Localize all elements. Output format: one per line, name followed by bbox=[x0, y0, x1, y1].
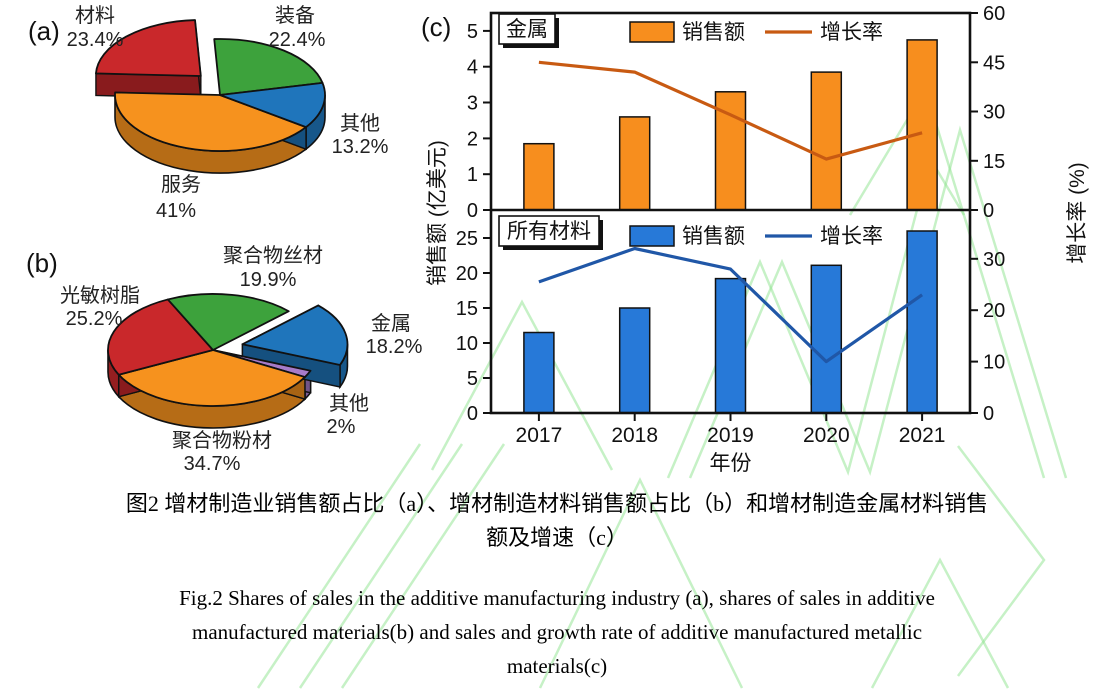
svg-text:10: 10 bbox=[983, 352, 1005, 374]
caption-english: Fig.2 Shares of sales in the additive ma… bbox=[0, 581, 1114, 683]
svg-text:3: 3 bbox=[467, 93, 478, 115]
pie-slice-label: 其他 bbox=[329, 392, 369, 415]
pie-slice-label: 聚合物丝材 bbox=[223, 244, 323, 267]
svg-text:2017: 2017 bbox=[516, 424, 563, 447]
pie-slice-value: 2% bbox=[327, 416, 356, 438]
pie-slice-label: 聚合物粉材 bbox=[172, 429, 272, 452]
pie-slice-value: 25.2% bbox=[66, 308, 123, 330]
pie-slice-value: 34.7% bbox=[184, 453, 241, 475]
caption-chinese: 图2 增材制造业销售额占比（a）、增材制造材料销售额占比（b）和增材制造金属材料… bbox=[0, 487, 1114, 555]
svg-text:0: 0 bbox=[467, 200, 478, 222]
legend-swatch bbox=[629, 21, 675, 43]
svg-text:2018: 2018 bbox=[611, 424, 658, 447]
line-series bbox=[538, 246, 924, 364]
legend-label-line: 增长率 bbox=[820, 225, 883, 248]
pie-slice-value: 19.9% bbox=[240, 269, 297, 291]
pie-slice bbox=[241, 304, 349, 366]
legend-swatch bbox=[629, 225, 675, 247]
svg-text:0: 0 bbox=[983, 200, 994, 222]
pie-slice-label: 光敏树脂 bbox=[60, 284, 140, 307]
bar bbox=[523, 142, 555, 211]
pie-slice-label: 金属 bbox=[371, 312, 411, 335]
pie-slice-value: 23.4% bbox=[67, 29, 124, 51]
bar bbox=[523, 331, 555, 414]
pie-slice bbox=[117, 349, 306, 407]
bar bbox=[618, 307, 651, 414]
bar bbox=[810, 71, 843, 211]
panel-letter-c: (c) bbox=[421, 12, 452, 42]
bar bbox=[906, 39, 938, 211]
svg-text:5: 5 bbox=[467, 21, 478, 43]
svg-text:0: 0 bbox=[467, 403, 478, 425]
svg-text:5: 5 bbox=[467, 368, 478, 390]
legend-label-line: 增长率 bbox=[820, 21, 883, 44]
svg-text:2021: 2021 bbox=[899, 424, 946, 447]
svg-text:30: 30 bbox=[983, 249, 1005, 271]
svg-text:60: 60 bbox=[983, 3, 1005, 25]
panel-letter-a: (a) bbox=[28, 16, 60, 46]
inset-label: 所有材料 bbox=[507, 220, 591, 243]
pie-slice bbox=[213, 38, 324, 96]
bar bbox=[618, 116, 651, 211]
legend-label-bars: 销售额 bbox=[682, 21, 745, 44]
svg-text:45: 45 bbox=[983, 52, 1005, 74]
pie-slice-label: 材料 bbox=[75, 4, 115, 27]
svg-text:10: 10 bbox=[456, 333, 478, 355]
caption-cn-line1: 图2 增材制造业销售额占比（a）、增材制造材料销售额占比（b）和增材制造金属材料… bbox=[125, 491, 989, 516]
svg-text:15: 15 bbox=[456, 298, 478, 320]
pie-slice bbox=[166, 293, 290, 351]
svg-text:20: 20 bbox=[456, 263, 478, 285]
pie-slice-value: 41% bbox=[156, 200, 196, 222]
pie-slice bbox=[95, 19, 202, 77]
x-axis-label: 年份 bbox=[710, 452, 752, 475]
y-axis-label-left: 销售额 (亿美元) bbox=[426, 140, 449, 286]
inset-label: 金属 bbox=[506, 18, 548, 41]
pie-slice bbox=[107, 298, 214, 376]
pie-slice bbox=[219, 81, 326, 129]
panel-letter-b: (b) bbox=[26, 248, 58, 278]
bar bbox=[906, 230, 938, 414]
bar bbox=[714, 277, 747, 414]
pie-slice-value: 13.2% bbox=[332, 136, 389, 158]
svg-text:30: 30 bbox=[983, 102, 1005, 124]
pie-slice-value: 18.2% bbox=[366, 336, 423, 358]
svg-text:20: 20 bbox=[983, 300, 1005, 322]
pie-slice-label: 其他 bbox=[340, 112, 380, 135]
legend-label-bars: 销售额 bbox=[682, 225, 745, 248]
pie-slice-value: 22.4% bbox=[269, 29, 326, 51]
caption-en-line1: Fig.2 Shares of sales in the additive ma… bbox=[179, 586, 935, 610]
svg-text:25: 25 bbox=[456, 228, 478, 250]
svg-text:1: 1 bbox=[467, 164, 478, 186]
svg-text:2019: 2019 bbox=[707, 424, 754, 447]
svg-text:4: 4 bbox=[467, 57, 478, 79]
svg-text:2: 2 bbox=[467, 128, 478, 150]
inset-label-box bbox=[498, 215, 600, 247]
pie-slice-label: 装备 bbox=[275, 4, 315, 27]
svg-text:0: 0 bbox=[983, 403, 994, 425]
pie-slice bbox=[114, 91, 307, 152]
caption-en-line2: manufactured materials(b) and sales and … bbox=[191, 620, 923, 644]
caption-cn-line2: 额及增速（c） bbox=[486, 525, 628, 550]
y-axis-label-right: 增长率 (%) bbox=[1066, 162, 1089, 264]
svg-text:2020: 2020 bbox=[803, 424, 850, 447]
pie-slice-label: 服务 bbox=[161, 173, 201, 196]
caption-en-line3: materials(c) bbox=[506, 654, 608, 678]
line-series bbox=[538, 60, 923, 161]
bar bbox=[810, 264, 843, 414]
svg-text:15: 15 bbox=[983, 151, 1005, 173]
